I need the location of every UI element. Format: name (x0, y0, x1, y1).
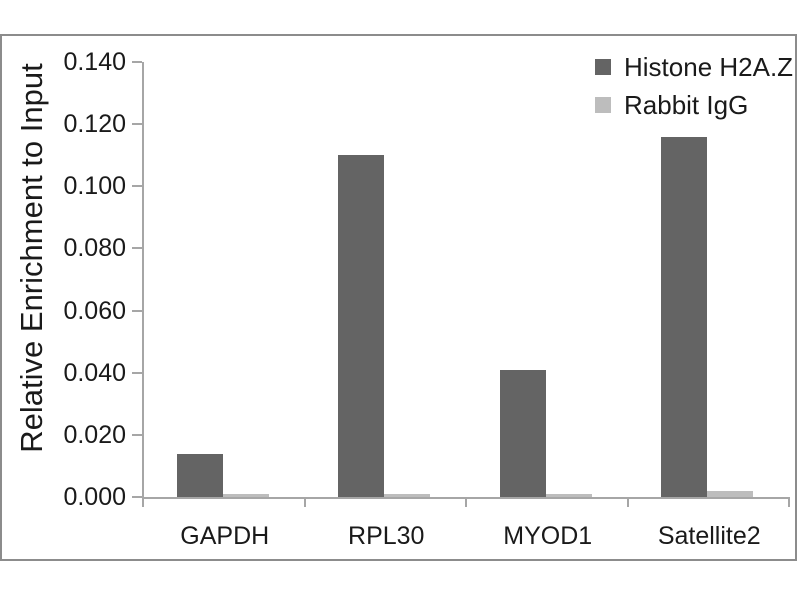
y-tick-mark (132, 433, 142, 436)
bar (384, 493, 431, 497)
legend-swatch-icon (595, 97, 611, 113)
bar (707, 490, 754, 497)
bar (545, 493, 592, 497)
y-tick-mark (132, 185, 142, 188)
y-tick-mark (132, 496, 142, 498)
y-tick-label: 0.140 (63, 48, 126, 76)
y-tick-label: 0.080 (63, 234, 126, 263)
y-tick-label: 0.020 (63, 420, 126, 449)
legend-label: Rabbit IgG (624, 90, 749, 120)
plot-area: 0.000 0.020 0.040 0.060 0.080 0.100 0.120 0.140… (63, 48, 793, 550)
chart-frame: Relative Enrichment to Input 0.000 0.020 0… (0, 34, 797, 561)
legend: Histone H2A.Z Rabbit IgG (595, 52, 793, 128)
legend-label: Histone H2A.Z (624, 52, 794, 82)
y-tick-label: 0.000 (63, 483, 126, 511)
bar (499, 369, 546, 497)
y-tick-mark (132, 309, 142, 312)
category-label: MYOD1 (503, 522, 593, 550)
x-tick-mark (303, 497, 306, 507)
bar (338, 155, 385, 497)
bar (222, 493, 269, 497)
x-tick-mark (626, 497, 629, 507)
bar (661, 136, 708, 497)
legend-swatch-icon (595, 59, 611, 75)
y-tick-label: 0.060 (63, 296, 126, 325)
y-tick-label: 0.040 (63, 358, 126, 387)
y-tick-mark (132, 371, 142, 374)
x-tick-mark (788, 497, 790, 507)
category-label: Satellite2 (657, 522, 761, 550)
y-tick-label: 0.100 (63, 172, 126, 201)
legend-item: Rabbit IgG (595, 90, 793, 120)
category-label: GAPDH (180, 522, 270, 550)
y-tick-mark (132, 247, 142, 250)
bar (176, 453, 223, 497)
x-tick-mark (142, 497, 144, 507)
x-tick-mark (465, 497, 467, 507)
y-tick-mark (132, 61, 142, 63)
y-tick-label: 0.120 (63, 110, 126, 139)
legend-item: Histone H2A.Z (595, 52, 793, 82)
category-label: RPL30 (348, 522, 425, 550)
y-tick-mark (132, 123, 142, 126)
